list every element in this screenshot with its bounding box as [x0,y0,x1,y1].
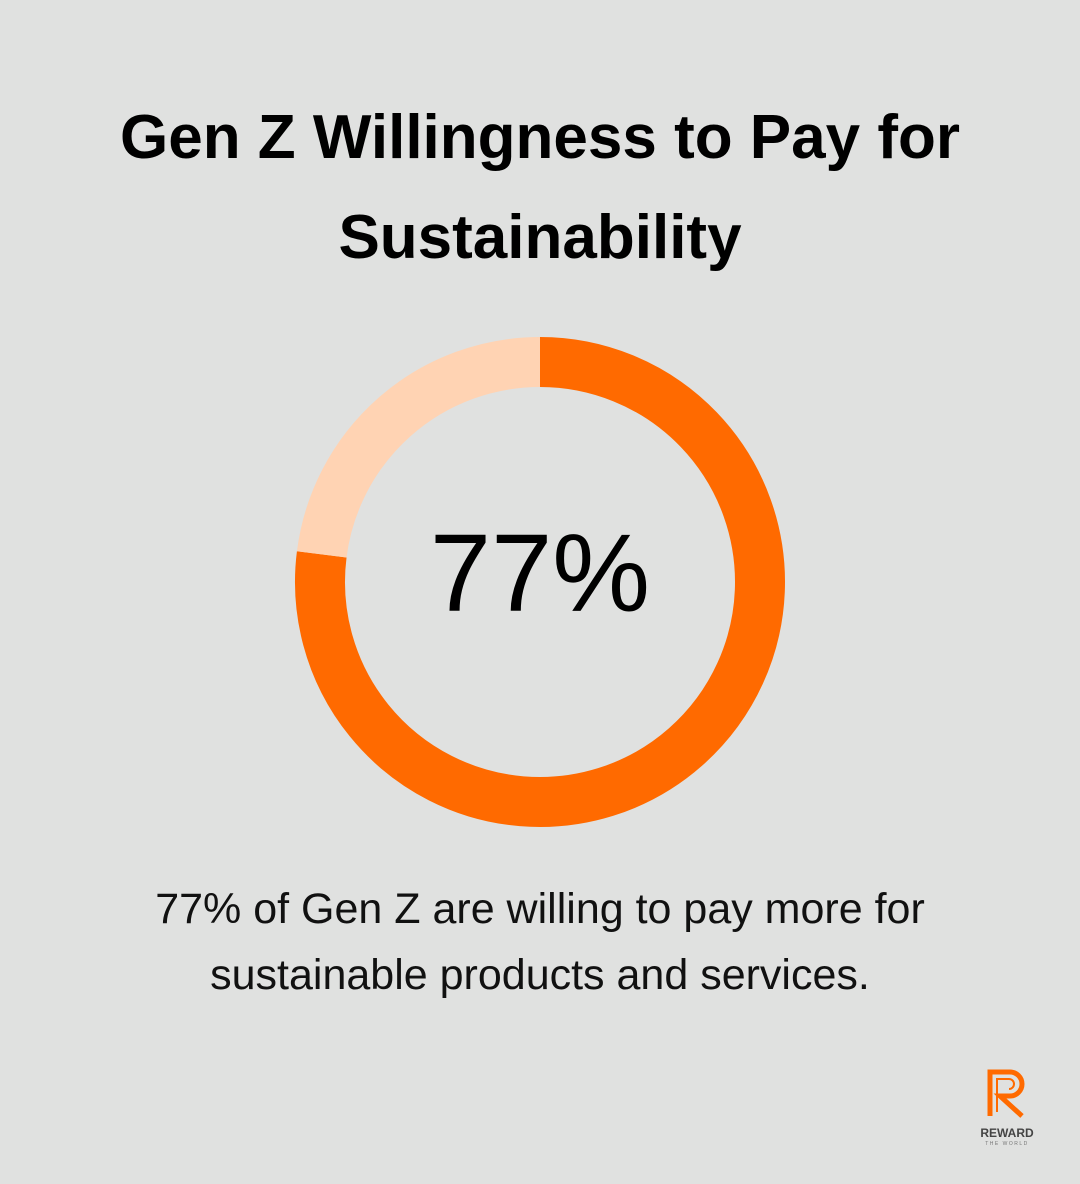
donut-segment [296,337,541,558]
logo-name: REWARD [980,1126,1034,1140]
caption: 77% of Gen Z are willing to pay more for… [155,885,925,999]
center-label: 77% [430,512,650,635]
logo: REWARD THE WORLD [980,1069,1034,1147]
logo-tagline: THE WORLD [985,1141,1029,1147]
logo-mark [987,1069,1025,1118]
chart-title: Gen Z Willingness to Pay for Sustainabil… [120,103,960,272]
donut [295,337,785,827]
donut-segment [295,337,785,827]
logo-mark-inner [996,1078,1015,1112]
